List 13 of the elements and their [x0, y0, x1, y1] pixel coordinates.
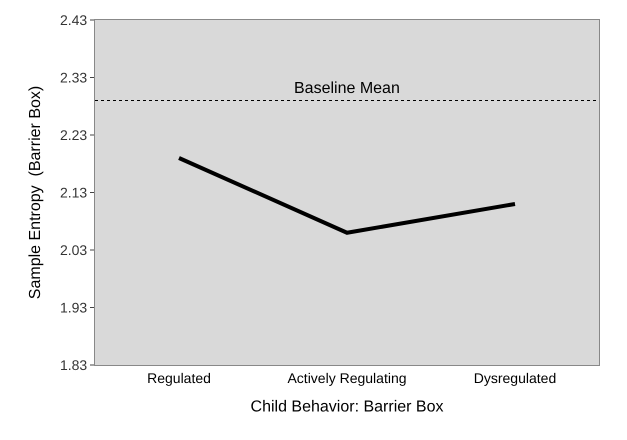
y-axis-title: Sample Entropy (Barrier Box) [26, 86, 44, 300]
y-tick-label: 1.83 [60, 356, 88, 373]
x-tick-label: Dysregulated [474, 370, 556, 386]
y-tick-label: 2.33 [60, 69, 88, 86]
y-tick-label: 1.93 [60, 299, 88, 316]
y-tick-label: 2.23 [60, 126, 88, 143]
y-tick-label: 2.13 [60, 184, 88, 200]
ref-line-label: Baseline Mean [294, 80, 400, 97]
x-tick-label: Actively Regulating [287, 370, 407, 386]
y-tick-label: 2.03 [60, 242, 88, 258]
x-axis-title: Child Behavior: Barrier Box [250, 398, 444, 416]
x-tick-label: Regulated [147, 370, 211, 386]
y-tick-label: 2.43 [60, 12, 88, 28]
